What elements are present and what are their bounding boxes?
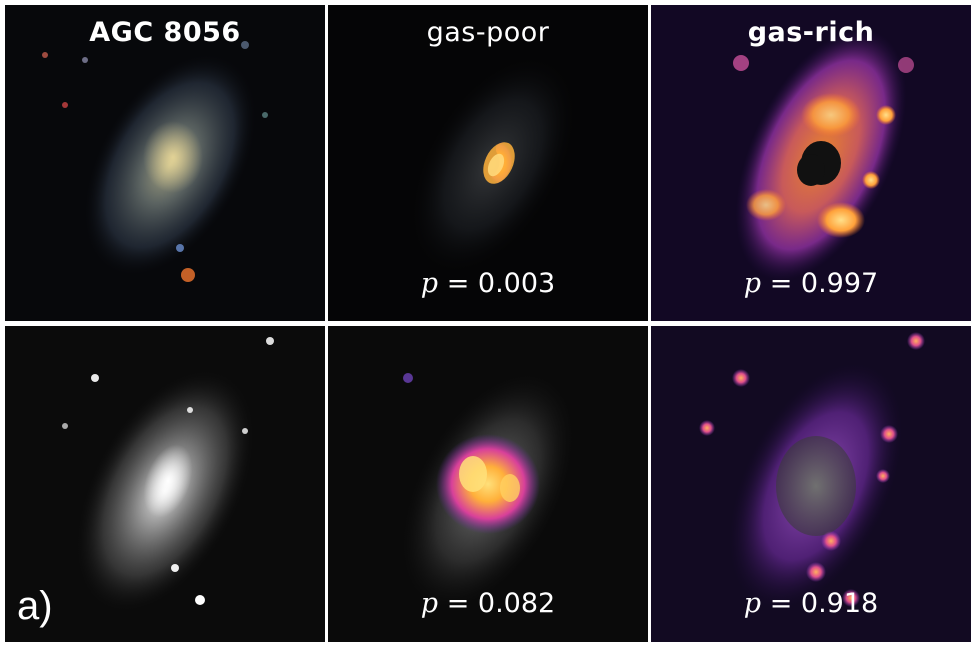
probability-label: p = 0.997 bbox=[743, 268, 879, 299]
panel-gas-rich-grayscale: p = 0.918 bbox=[651, 326, 971, 642]
gas-rich-title: gas-rich bbox=[747, 17, 875, 48]
galaxy-name-title: AGC 8056 bbox=[89, 17, 241, 48]
panel-galaxy-color: AGC 8056 bbox=[5, 5, 325, 321]
probability-value: = 0.918 bbox=[769, 588, 879, 619]
gas-rich-saliency-gray-image bbox=[651, 326, 971, 642]
galaxy-grayscale-image bbox=[5, 326, 325, 642]
panel-galaxy-grayscale: a) bbox=[5, 326, 325, 642]
probability-value: = 0.997 bbox=[769, 268, 879, 299]
galaxy-color-image bbox=[5, 5, 325, 321]
probability-label: p = 0.082 bbox=[420, 588, 556, 619]
panel-label: a) bbox=[17, 584, 53, 628]
gas-poor-title: gas-poor bbox=[426, 17, 550, 48]
panel-gas-poor-color: gas-poor p = 0.003 bbox=[328, 5, 648, 321]
probability-value: = 0.003 bbox=[446, 268, 556, 299]
gas-rich-saliency-image bbox=[651, 5, 971, 321]
panel-gas-poor-grayscale: p = 0.082 bbox=[328, 326, 648, 642]
gas-poor-saliency-gray-image bbox=[328, 326, 648, 642]
panel-gas-rich-color: gas-rich p = 0.997 bbox=[651, 5, 971, 321]
gas-poor-saliency-image bbox=[328, 5, 648, 321]
probability-value: = 0.082 bbox=[446, 588, 556, 619]
probability-label: p = 0.003 bbox=[420, 268, 556, 299]
probability-label: p = 0.918 bbox=[743, 588, 879, 619]
